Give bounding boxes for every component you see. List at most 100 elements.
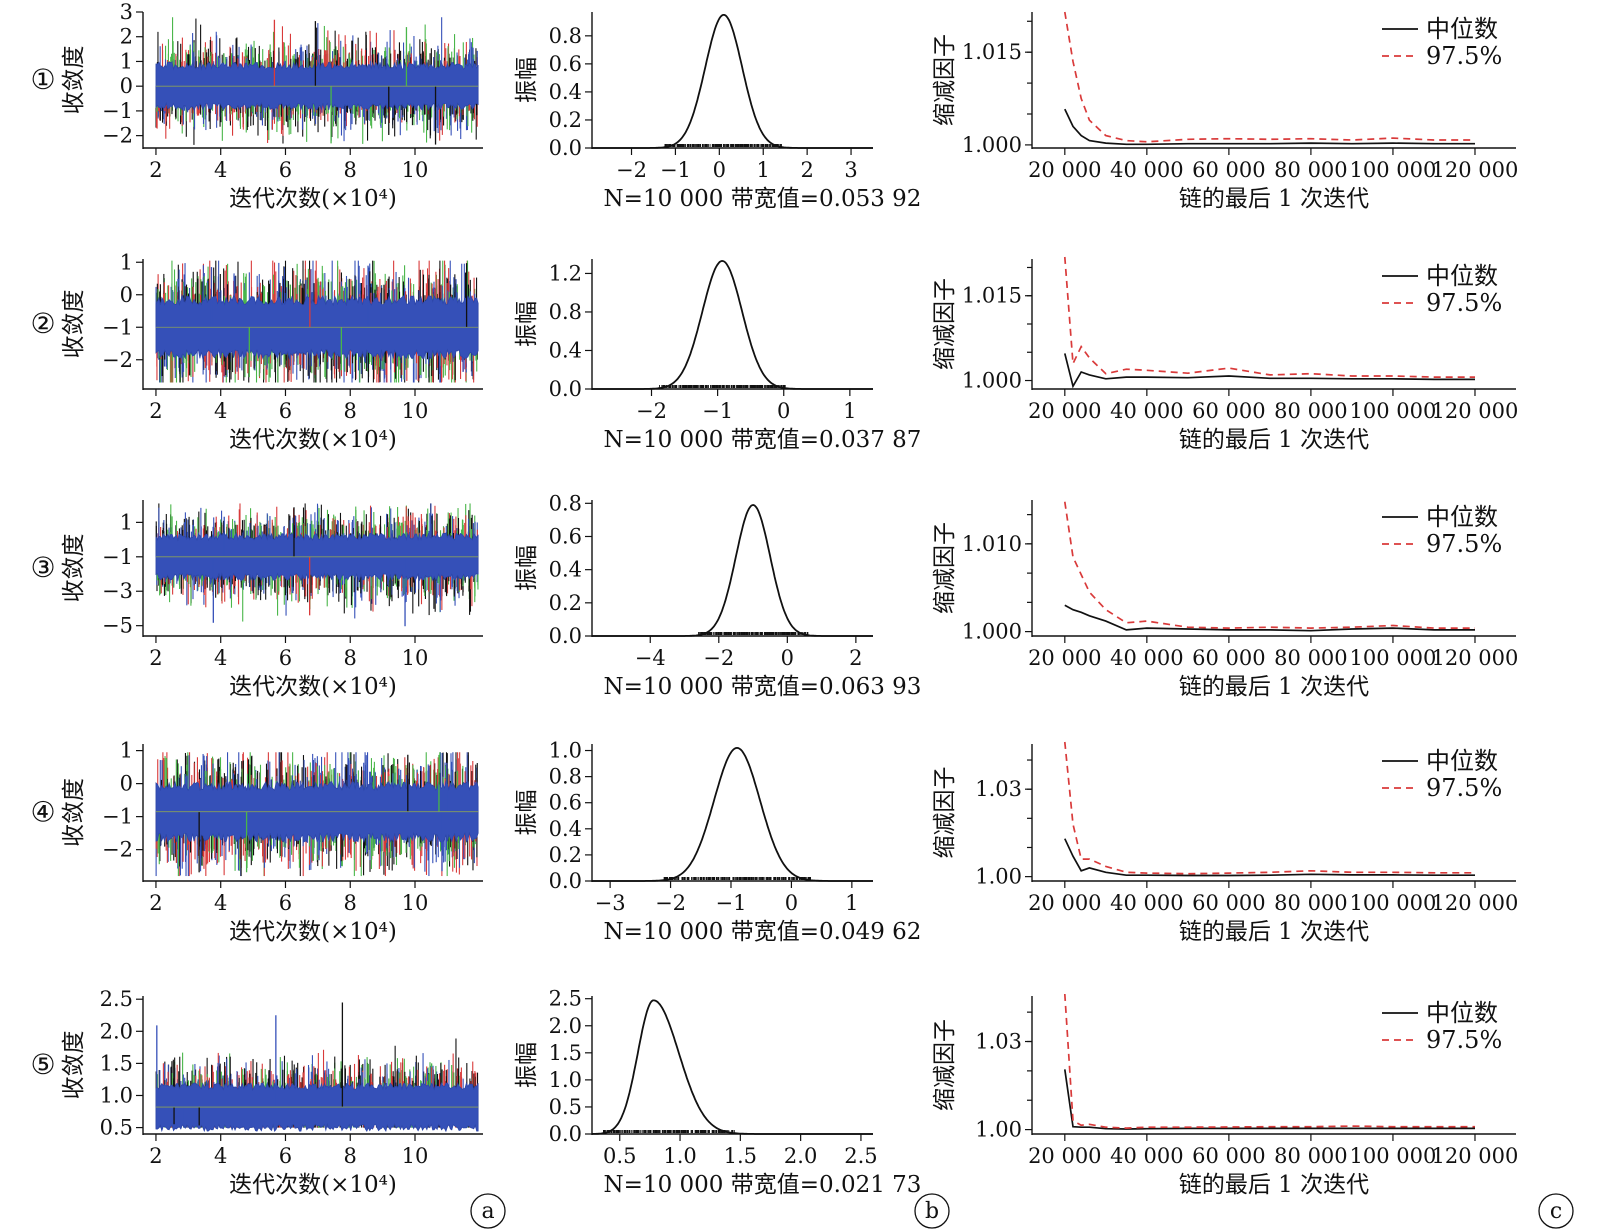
y-tick-label: −2 <box>102 124 133 148</box>
x-axis-title: 迭代次数(×10⁴) <box>229 919 397 945</box>
x-tick-label: 6 <box>279 646 292 670</box>
x-axis-title: N=10 000 带宽值=0.037 87 <box>604 427 922 453</box>
y-axis-title: 振幅 <box>514 545 540 591</box>
y-tick-label: 2 <box>120 25 133 49</box>
x-tick-label: 10 <box>402 646 429 670</box>
x-tick-label: −1 <box>660 158 691 182</box>
density-rug <box>664 144 782 147</box>
y-tick-label: 1.03 <box>975 777 1022 801</box>
x-axis-title: 迭代次数(×10⁴) <box>229 674 397 700</box>
x-tick-label: 60 000 <box>1192 891 1265 915</box>
panel-c-row-3: 1.000 1.010 20 000 40 000 60 000 80 000 100 00… <box>932 500 1518 700</box>
x-tick-label: 10 <box>402 891 429 915</box>
y-tick-label: 1.015 <box>962 40 1022 64</box>
series-97-5-line <box>1063 11 1475 143</box>
y-tick-label: 0.6 <box>549 524 582 548</box>
x-tick-label: −1 <box>716 891 747 915</box>
y-tick-label: 3 <box>120 0 133 24</box>
y-axis-title: 振幅 <box>514 790 540 836</box>
y-tick-label: −3 <box>102 579 133 603</box>
x-tick-label: 80 000 <box>1274 891 1347 915</box>
y-tick-label: −1 <box>102 315 133 339</box>
panel-b-row-4: 0.00.20.40.60.81.0 −3 −2 −1 0 1 振幅 N=10 000 带宽值… <box>514 739 921 945</box>
y-axis-title: 收敛度 <box>61 778 87 847</box>
panel-c-row-4: 1.00 1.03 20 000 40 000 60 000 80 000 100 0001… <box>932 741 1519 945</box>
x-tick-label: 20 000 <box>1028 399 1101 423</box>
x-tick-label: 120 000 <box>1432 399 1519 423</box>
x-tick-label: 10 <box>402 399 429 423</box>
x-tick-label: 20 000 <box>1028 646 1101 670</box>
x-tick-label: 20 000 <box>1028 158 1101 182</box>
row-marker: ④ <box>30 796 55 829</box>
x-tick-label: 100 000 <box>1350 158 1437 182</box>
y-tick-label: 1.000 <box>962 369 1022 393</box>
x-tick-label: −4 <box>635 646 666 670</box>
y-axis-title: 缩减因子 <box>932 522 958 614</box>
x-tick-label: 0 <box>781 646 794 670</box>
y-axis-title: 缩减因子 <box>932 767 958 859</box>
density-curve <box>592 259 873 390</box>
x-axis-title: 链的最后 1 次迭代 <box>1179 427 1369 453</box>
x-tick-label: 0 <box>713 158 726 182</box>
x-axis-title: 迭代次数(×10⁴) <box>229 427 397 453</box>
x-tick-label: 40 000 <box>1110 646 1183 670</box>
series-median-line <box>1064 604 1475 632</box>
x-axis-title: N=10 000 带宽值=0.053 92 <box>604 186 922 212</box>
x-tick-label: 8 <box>344 891 357 915</box>
legend-label: 97.5% <box>1426 530 1502 558</box>
x-tick-label: 20 000 <box>1028 891 1101 915</box>
x-tick-label: 4 <box>214 399 227 423</box>
x-tick-label: 2 <box>149 158 162 182</box>
x-axis-title: N=10 000 带宽值=0.063 93 <box>604 674 922 700</box>
y-tick-label: 0.8 <box>549 300 582 324</box>
y-tick-label: 0.8 <box>549 491 582 515</box>
y-tick-label: 0 <box>120 772 133 796</box>
series-median-line <box>1063 353 1475 389</box>
y-tick-label: 1 <box>120 250 133 274</box>
legend-label: 中位数 <box>1426 262 1498 290</box>
density-curve <box>592 746 873 882</box>
y-axis-title: 收敛度 <box>61 46 87 115</box>
x-tick-label: 6 <box>279 158 292 182</box>
x-tick-label: 40 000 <box>1110 158 1183 182</box>
row-marker: ③ <box>30 551 55 584</box>
x-tick-label: 2 <box>149 646 162 670</box>
y-tick-label: 1.2 <box>549 261 582 285</box>
x-axis-title: 链的最后 1 次迭代 <box>1179 674 1369 700</box>
x-tick-label: 1 <box>757 158 770 182</box>
x-tick-label: 100 000 <box>1350 399 1437 423</box>
y-tick-label: 0.8 <box>549 24 582 48</box>
x-tick-label: 2 <box>149 891 162 915</box>
x-tick-label: 6 <box>279 891 292 915</box>
x-axis-title: N=10 000 带宽值=0.049 62 <box>604 919 922 945</box>
x-tick-label: 0 <box>785 891 798 915</box>
y-tick-label: 1 <box>120 510 133 534</box>
x-tick-label: −3 <box>595 891 626 915</box>
panel-b-row-1: 0.0 0.2 0.4 0.6 0.8 −2 −1 0 1 2 3 振幅 N=10 000 带宽值=0.… <box>514 12 921 212</box>
row-marker: ② <box>30 307 55 340</box>
y-tick-label: 0.8 <box>549 765 582 789</box>
x-tick-label: 0 <box>777 399 790 423</box>
x-tick-label: 120 000 <box>1432 891 1519 915</box>
density-rug <box>659 385 786 388</box>
y-tick-label: 1.000 <box>962 133 1022 157</box>
y-axis-title: 缩减因子 <box>932 34 958 126</box>
y-tick-label: 0 <box>120 283 133 307</box>
x-tick-label: 8 <box>344 158 357 182</box>
x-tick-label: 120 000 <box>1432 646 1519 670</box>
x-tick-label: 8 <box>344 399 357 423</box>
y-tick-label: 1.00 <box>975 865 1022 889</box>
y-tick-label: 0.4 <box>549 338 582 362</box>
density-curve <box>592 504 873 637</box>
y-tick-label: −2 <box>102 348 133 372</box>
y-tick-label: 0 <box>120 74 133 98</box>
series-97-5-line <box>1063 256 1475 378</box>
panel-c-row-1: 1.000 1.015 20 000 40 000 60 000 80 000 100 00… <box>932 11 1518 212</box>
y-axis-title: 振幅 <box>514 301 540 347</box>
y-tick-label: 0.4 <box>549 558 582 582</box>
